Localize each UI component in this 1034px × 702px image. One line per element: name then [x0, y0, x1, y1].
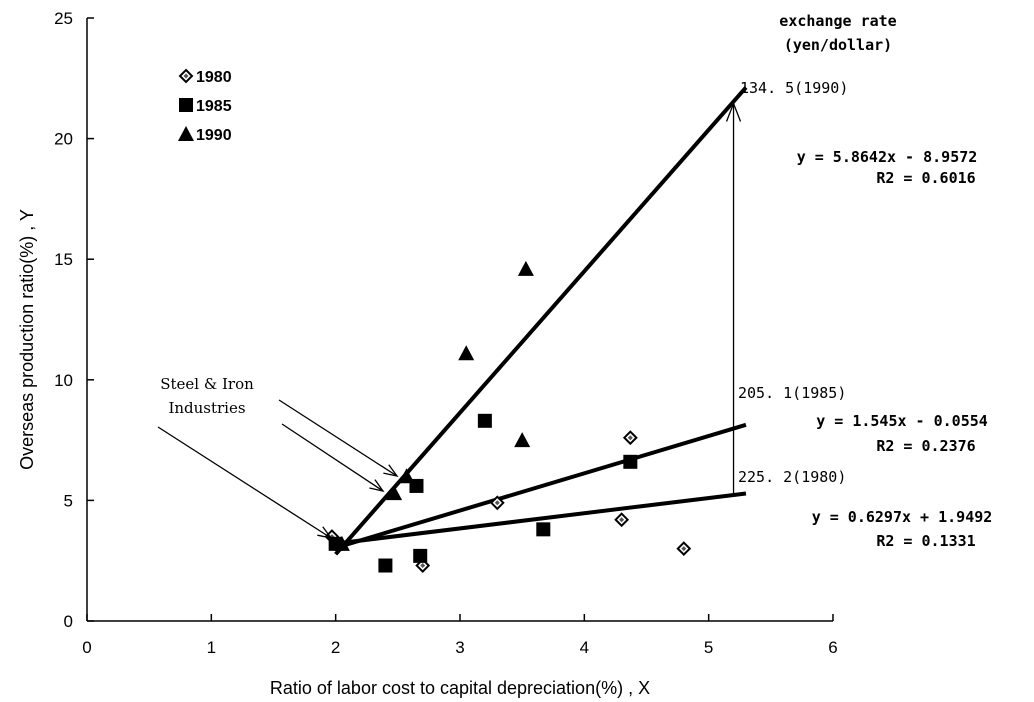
r2-1985: R2 = 0.2376 [876, 437, 975, 455]
point-1980 [614, 512, 630, 528]
point-1985 [536, 522, 551, 537]
legend-label-1985: 1985 [196, 98, 232, 115]
steel-iron-label-line1: Steel & Iron [160, 375, 254, 393]
y-tick-label: 15 [54, 250, 73, 269]
steel-iron-label-line2: Industries [168, 399, 245, 417]
diamond-marker-core [494, 500, 500, 506]
diamond-marker-core [627, 435, 633, 441]
y-tick-label: 10 [54, 371, 73, 390]
point-1980 [489, 495, 505, 511]
equation-1990: y = 5.8642x - 8.9572 [797, 148, 978, 166]
exchange-rate-arrowhead [725, 101, 742, 122]
exchange-rate-1980: 225. 2(1980) [738, 468, 846, 486]
equation-1985: y = 1.545x - 0.0554 [816, 412, 988, 430]
y-tick-label: 0 [64, 612, 73, 631]
y-axis-title: Overseas production ratio(%) , Y [17, 209, 37, 470]
diamond-marker-core [183, 73, 189, 79]
x-tick-label: 0 [82, 638, 91, 657]
legend-label-1980: 1980 [196, 69, 232, 86]
exchange-rate-title: exchange rate [779, 12, 896, 30]
steel-arrowhead [317, 526, 333, 539]
diamond-marker-core [619, 517, 625, 523]
equation-1980: y = 0.6297x + 1.9492 [812, 508, 993, 526]
point-1985 [413, 548, 428, 563]
data-points [324, 260, 692, 573]
steel-arrowhead [369, 479, 385, 493]
x-tick-label: 5 [704, 638, 713, 657]
steel-arrow-line [281, 423, 384, 492]
annotations: exchange rate (yen/dollar) Steel & Iron … [157, 12, 897, 539]
point-1980 [676, 541, 692, 557]
point-1990 [517, 260, 534, 276]
trendline-1985 [335, 422, 747, 550]
legend-marker-1990 [178, 126, 194, 141]
point-1990 [514, 432, 531, 448]
trendline-1980 [335, 491, 747, 546]
exchange-rate-1990: 134. 5(1990) [740, 79, 848, 97]
legend: 1980 1985 1990 [178, 68, 232, 144]
r2-1990: R2 = 0.6016 [876, 169, 975, 187]
y-tick-label: 20 [54, 130, 73, 149]
legend-label-1990: 1990 [196, 127, 232, 144]
x-tick-label: 4 [580, 638, 589, 657]
legend-marker-1985 [179, 98, 193, 112]
x-axis-title: Ratio of labor cost to capital depreciat… [270, 678, 650, 698]
axes: 0 5 10 15 20 25 0 1 2 3 4 5 6 Ratio of labor cost to … [17, 9, 838, 698]
legend-marker-1980 [178, 68, 194, 84]
x-tick-label: 1 [207, 638, 216, 657]
steel-arrow-line [278, 399, 398, 477]
point-1990 [333, 535, 350, 551]
point-1980 [622, 430, 638, 446]
y-tick-label: 5 [64, 491, 73, 510]
point-1990 [458, 345, 475, 361]
r2-1980: R2 = 0.1331 [876, 532, 975, 550]
y-tick-label: 25 [54, 9, 73, 28]
trendlines: y = 5.8642x - 8.9572 R2 = 0.6016 134. 5(19… [334, 79, 993, 556]
point-1985 [477, 413, 492, 428]
point-1990 [398, 468, 415, 484]
steel-arrow-line [157, 426, 332, 539]
exchange-rate-unit: (yen/dollar) [784, 36, 892, 54]
x-tick-label: 3 [455, 638, 464, 657]
steel-arrowhead [383, 464, 399, 477]
diamond-marker-core [420, 563, 426, 569]
point-1985 [623, 454, 638, 469]
diamond-marker-core [681, 546, 687, 552]
exchange-rate-1985: 205. 1(1985) [738, 384, 846, 402]
x-tick-label: 6 [828, 638, 837, 657]
point-1985 [378, 558, 393, 573]
x-tick-label: 2 [331, 638, 340, 657]
point-1990 [386, 485, 403, 501]
trendline-1990 [334, 86, 748, 556]
